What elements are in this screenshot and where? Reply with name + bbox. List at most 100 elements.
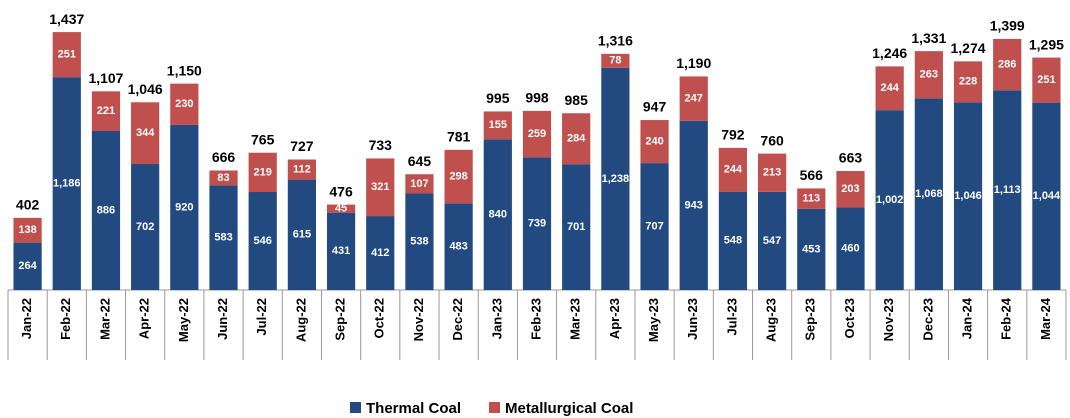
- total-label: 1,150: [167, 62, 202, 78]
- bar-segment: [209, 170, 238, 186]
- total-label: 760: [760, 132, 784, 148]
- x-tick-label: Mar-24: [1038, 297, 1053, 340]
- value-label: 701: [567, 221, 585, 233]
- x-tick-label: Oct-23: [842, 298, 857, 338]
- bar-segment: [914, 98, 943, 291]
- total-label: 1,246: [872, 45, 907, 61]
- bar-segment: [444, 203, 473, 290]
- total-label: 985: [565, 92, 589, 108]
- bar-segment: [562, 164, 591, 290]
- value-label: 107: [410, 178, 428, 190]
- total-label: 476: [329, 183, 353, 199]
- total-label: 1,316: [598, 33, 633, 49]
- legend-swatch: [350, 402, 361, 413]
- x-tick-label: Feb-22: [58, 298, 73, 340]
- bar-segment: [993, 38, 1022, 91]
- value-label: 702: [136, 221, 154, 233]
- bar-segment: [13, 217, 42, 243]
- value-label: 251: [1037, 74, 1055, 86]
- x-tick-label: Jun-22: [215, 298, 230, 340]
- bar-segment: [405, 174, 434, 194]
- bar-segment: [718, 147, 748, 192]
- bar-segment: [170, 83, 199, 125]
- value-label: 548: [724, 235, 742, 247]
- x-tick-label: Dec-22: [450, 298, 465, 341]
- value-label: 1,044: [1033, 190, 1061, 202]
- bar-segment: [1032, 102, 1061, 290]
- total-label: 781: [447, 129, 471, 145]
- total-label: 947: [643, 99, 667, 115]
- bar-segment: [483, 111, 512, 140]
- value-label: 264: [18, 260, 37, 272]
- total-label: 765: [251, 131, 275, 147]
- value-label: 251: [58, 49, 76, 61]
- bar-segment: [797, 188, 826, 209]
- bar-segment: [287, 179, 316, 290]
- total-label: 645: [408, 153, 432, 169]
- bar-segment: [797, 208, 826, 290]
- x-tick-label: Feb-23: [528, 298, 543, 340]
- value-label: 1,238: [602, 173, 630, 185]
- bar-segment: [758, 191, 787, 290]
- value-label: 1,002: [876, 194, 904, 206]
- bar-segment: [1032, 57, 1061, 103]
- x-tick-label: Jan-22: [19, 298, 34, 339]
- bar-segment: [405, 193, 434, 290]
- value-label: 431: [332, 245, 350, 257]
- bar-segment: [953, 61, 983, 103]
- value-label: 83: [217, 172, 229, 184]
- bar-segment: [562, 113, 591, 165]
- x-tick-label: Sep-23: [803, 298, 818, 341]
- x-tick-label: Feb-24: [999, 297, 1014, 340]
- total-label: 1,295: [1029, 36, 1064, 52]
- bar-segment: [170, 124, 199, 291]
- total-label: 1,399: [990, 18, 1025, 34]
- value-label: 583: [214, 232, 232, 244]
- x-tick-label: Jul-23: [724, 298, 739, 336]
- value-label: 943: [685, 199, 703, 211]
- value-label: 538: [410, 236, 428, 248]
- bar-segment: [718, 191, 748, 290]
- legend-swatch: [489, 402, 501, 413]
- value-label: 230: [175, 98, 193, 110]
- bar-segment: [366, 158, 395, 217]
- value-label: 263: [920, 69, 938, 81]
- total-label: 666: [212, 149, 236, 165]
- bar-segment: [875, 110, 904, 290]
- bar-segment: [758, 153, 787, 192]
- total-label: 1,046: [128, 81, 163, 97]
- value-label: 739: [528, 218, 546, 230]
- bar-segment: [444, 149, 473, 204]
- value-label: 546: [254, 235, 272, 247]
- bar-segment: [953, 102, 983, 291]
- value-label: 45: [335, 203, 347, 215]
- value-label: 213: [763, 167, 781, 179]
- bar-segment: [366, 216, 395, 290]
- bar-segment: [640, 163, 669, 290]
- value-label: 113: [802, 192, 820, 204]
- bar-segment: [326, 212, 356, 290]
- value-label: 240: [645, 135, 663, 147]
- bar-segment: [131, 164, 160, 290]
- total-label: 1,437: [49, 11, 84, 27]
- x-tick-label: Jan-23: [489, 298, 504, 339]
- bar-segment: [836, 171, 865, 208]
- value-label: 886: [97, 204, 115, 216]
- value-label: 247: [685, 93, 703, 105]
- value-label: 840: [489, 209, 507, 221]
- total-label: 1,274: [951, 40, 986, 56]
- value-label: 203: [841, 183, 859, 195]
- value-label: 138: [18, 224, 36, 236]
- value-label: 221: [97, 105, 115, 117]
- x-tick-label: Jun-23: [685, 298, 700, 340]
- x-tick-label: Jan-24: [959, 297, 974, 339]
- bar-segment: [522, 157, 552, 290]
- value-label: 228: [959, 76, 977, 88]
- x-tick-label: May-22: [176, 298, 191, 342]
- value-label: 219: [254, 166, 272, 178]
- value-label: 112: [293, 163, 311, 175]
- bar-segment: [679, 76, 708, 121]
- value-label: 78: [609, 55, 621, 67]
- value-label: 244: [724, 164, 743, 176]
